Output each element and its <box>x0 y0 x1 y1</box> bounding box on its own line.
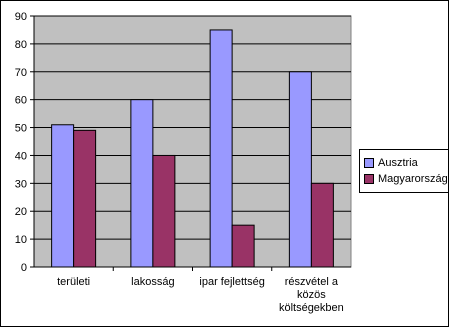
bar-magyarorszag-3 <box>310 182 334 268</box>
y-tick-label-60: 60 <box>15 95 27 107</box>
y-tick-label-70: 70 <box>15 67 27 79</box>
y-tick-label-20: 20 <box>15 206 27 218</box>
bar-ausztria-3 <box>288 71 312 268</box>
x-tick-label-3: részvétel a közös költségekben <box>279 276 344 314</box>
bar-magyarorszag-2 <box>231 224 255 268</box>
bar-ausztria-0 <box>51 124 75 268</box>
labels: 0 10 20 30 40 50 60 70 80 90 területi lakosság ipar … <box>15 11 344 314</box>
y-tick-label-10: 10 <box>15 234 27 246</box>
y-tick-label-90: 90 <box>15 11 27 23</box>
bars <box>51 29 334 268</box>
x-tick-label-1: lakosság <box>131 276 174 288</box>
bar-magyarorszag-1 <box>152 154 176 268</box>
x-tick-label-2: ipar fejlettség <box>199 276 264 288</box>
legend-label-ausztria: Ausztria <box>378 157 418 169</box>
bar-magyarorszag-0 <box>73 129 97 268</box>
legend: Ausztria Magyarország <box>359 149 449 193</box>
bar-ausztria-2 <box>209 29 233 268</box>
y-tick-label-50: 50 <box>15 123 27 135</box>
legend-item-magyarorszag: Magyarország <box>364 172 448 186</box>
x-tick-label-0: területi <box>57 276 90 288</box>
bar-ausztria-1 <box>130 99 154 268</box>
y-tick-label-80: 80 <box>15 39 27 51</box>
legend-item-ausztria: Ausztria <box>364 156 418 170</box>
legend-swatch-ausztria <box>364 158 374 168</box>
axes <box>30 15 351 271</box>
y-tick-label-40: 40 <box>15 150 27 162</box>
legend-label-magyarorszag: Magyarország <box>378 173 448 185</box>
y-tick-label-0: 0 <box>21 262 27 274</box>
legend-swatch-magyarorszag <box>364 174 374 184</box>
y-tick-label-30: 30 <box>15 178 27 190</box>
